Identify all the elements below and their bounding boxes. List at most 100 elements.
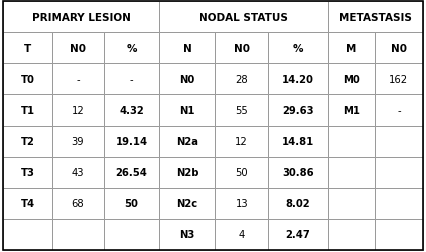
Text: -: - (76, 75, 80, 84)
Text: 50: 50 (124, 199, 138, 208)
Text: -: - (397, 106, 401, 115)
Bar (3, 188, 52, 219)
Bar (52, 64, 104, 95)
Text: 39: 39 (72, 137, 84, 146)
Text: NODAL STATUS: NODAL STATUS (199, 13, 288, 22)
Bar (328, 64, 375, 95)
Text: 68: 68 (72, 199, 84, 208)
Bar (3, 95, 52, 126)
Text: 12: 12 (72, 106, 84, 115)
Text: N0: N0 (179, 75, 195, 84)
Bar (3, 219, 52, 250)
Text: %: % (293, 44, 303, 53)
Bar (268, 33, 328, 64)
Text: T0: T0 (21, 75, 35, 84)
Bar (3, 33, 52, 64)
Bar (215, 188, 268, 219)
Text: T4: T4 (21, 199, 35, 208)
Bar (159, 95, 215, 126)
Bar (3, 2, 159, 33)
Text: PRIMARY LESION: PRIMARY LESION (32, 13, 131, 22)
Text: 26.54: 26.54 (115, 168, 147, 177)
Text: 19.14: 19.14 (115, 137, 147, 146)
Bar (328, 188, 375, 219)
Bar (375, 219, 423, 250)
Text: 2.47: 2.47 (285, 230, 310, 239)
Text: 14.20: 14.20 (282, 75, 314, 84)
Text: T: T (24, 44, 32, 53)
Bar (268, 95, 328, 126)
Bar (52, 219, 104, 250)
Bar (3, 64, 52, 95)
Text: %: % (126, 44, 137, 53)
Text: M1: M1 (343, 106, 360, 115)
Bar (52, 95, 104, 126)
Text: N: N (183, 44, 191, 53)
Bar (328, 95, 375, 126)
Bar (375, 126, 423, 157)
Text: -: - (130, 75, 133, 84)
Bar (375, 33, 423, 64)
Text: 162: 162 (389, 75, 409, 84)
Bar (268, 126, 328, 157)
Text: 43: 43 (72, 168, 84, 177)
Bar (328, 2, 423, 33)
Text: N3: N3 (179, 230, 195, 239)
Bar (375, 188, 423, 219)
Bar (159, 33, 215, 64)
Text: 8.02: 8.02 (286, 199, 310, 208)
Text: 12: 12 (235, 137, 248, 146)
Text: 28: 28 (236, 75, 248, 84)
Bar (375, 64, 423, 95)
Bar (159, 188, 215, 219)
Bar (104, 95, 159, 126)
Text: METASTASIS: METASTASIS (339, 13, 412, 22)
Text: T1: T1 (21, 106, 35, 115)
Text: 13: 13 (236, 199, 248, 208)
Bar (104, 157, 159, 188)
Text: 55: 55 (235, 106, 248, 115)
Text: 30.86: 30.86 (282, 168, 314, 177)
Bar (104, 219, 159, 250)
Bar (268, 157, 328, 188)
Bar (328, 126, 375, 157)
Bar (328, 33, 375, 64)
Bar (328, 157, 375, 188)
Bar (268, 188, 328, 219)
Bar (104, 33, 159, 64)
Bar (104, 64, 159, 95)
Text: N2b: N2b (176, 168, 199, 177)
Bar (215, 33, 268, 64)
Bar (375, 95, 423, 126)
Bar (52, 157, 104, 188)
Bar (52, 188, 104, 219)
Bar (159, 126, 215, 157)
Text: 4.32: 4.32 (119, 106, 144, 115)
Bar (104, 188, 159, 219)
Bar (215, 126, 268, 157)
Bar (215, 95, 268, 126)
Bar (215, 219, 268, 250)
Text: 29.63: 29.63 (282, 106, 314, 115)
Bar (159, 2, 328, 33)
Bar (52, 33, 104, 64)
Bar (3, 126, 52, 157)
Text: T3: T3 (21, 168, 35, 177)
Text: 4: 4 (239, 230, 245, 239)
Bar (159, 157, 215, 188)
Bar (159, 219, 215, 250)
Text: N0: N0 (234, 44, 250, 53)
Text: N0: N0 (391, 44, 407, 53)
Bar (104, 126, 159, 157)
Bar (3, 157, 52, 188)
Text: N2a: N2a (176, 137, 198, 146)
Bar (328, 219, 375, 250)
Bar (159, 64, 215, 95)
Bar (215, 157, 268, 188)
Text: T2: T2 (21, 137, 35, 146)
Bar (52, 126, 104, 157)
Text: 14.81: 14.81 (282, 137, 314, 146)
Bar (375, 157, 423, 188)
Text: N1: N1 (179, 106, 195, 115)
Text: M: M (346, 44, 357, 53)
